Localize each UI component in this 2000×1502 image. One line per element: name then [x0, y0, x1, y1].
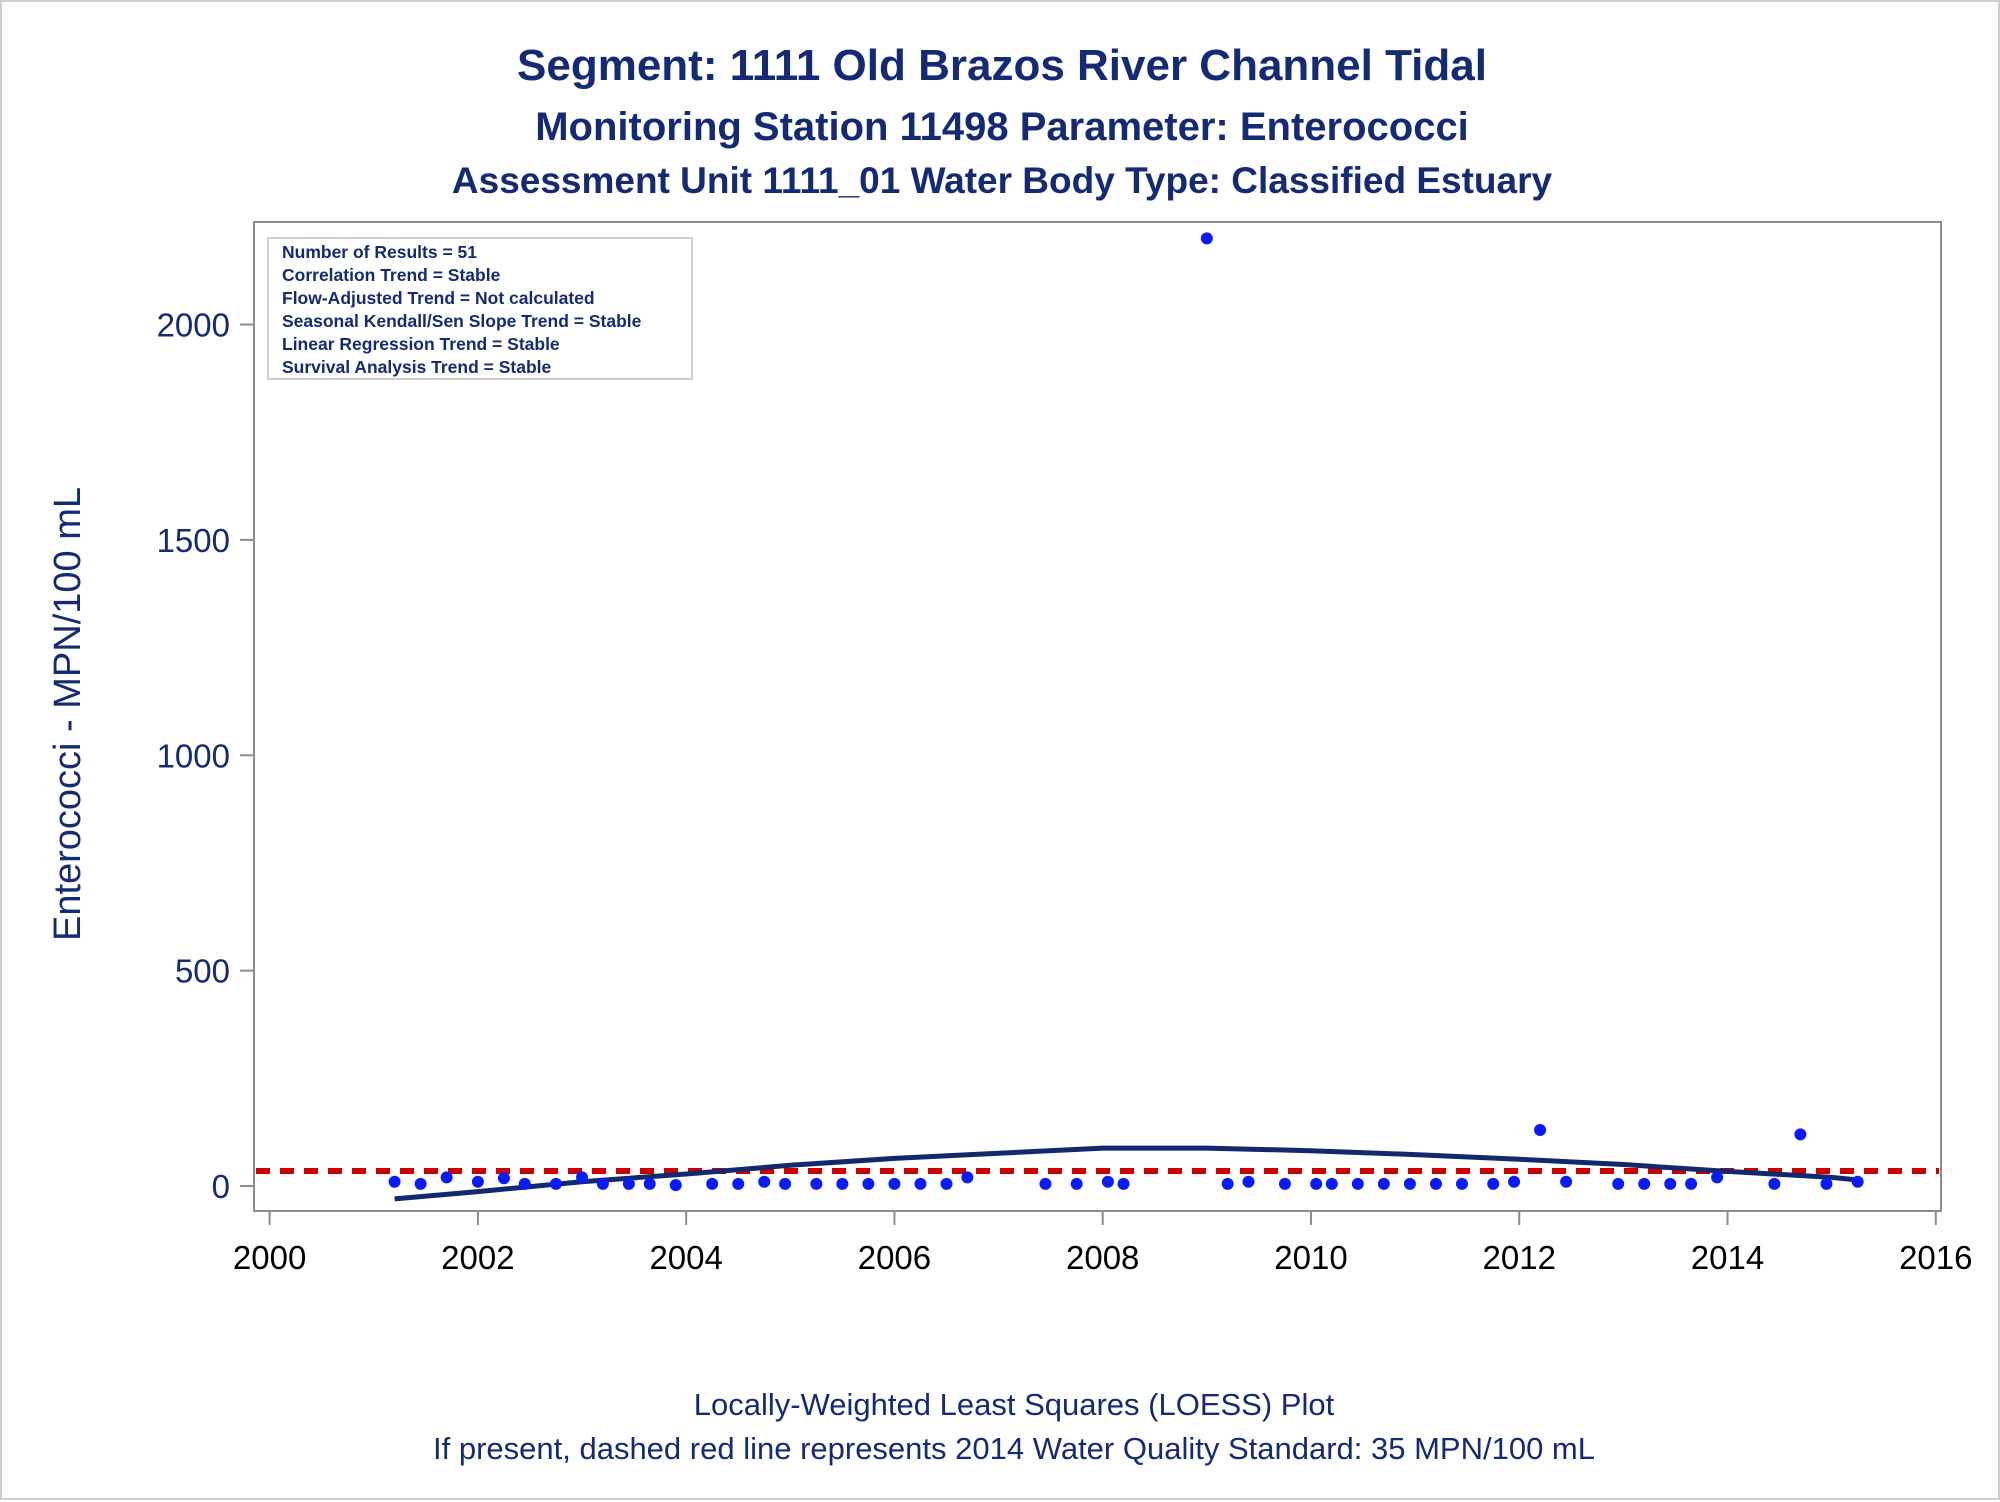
- data-point: [440, 1171, 453, 1184]
- data-point: [643, 1177, 656, 1190]
- chart-subtitle-station: Monitoring Station 11498 Parameter: Ente…: [535, 105, 1469, 149]
- data-point: [1768, 1177, 1781, 1190]
- data-point: [1070, 1177, 1083, 1190]
- data-point: [836, 1177, 849, 1190]
- data-point: [1377, 1177, 1390, 1190]
- y-tick-label: 500: [175, 953, 230, 990]
- data-point: [1117, 1177, 1130, 1190]
- x-tick-label: 2002: [441, 1239, 514, 1276]
- data-point: [1612, 1177, 1625, 1190]
- y-axis: 0 500 1000 1500 2000: [157, 307, 254, 1205]
- data-point: [1310, 1177, 1323, 1190]
- data-point: [940, 1177, 953, 1190]
- data-point: [1534, 1124, 1547, 1137]
- stats-survival-analysis-trend: Survival Analysis Trend = Stable: [282, 357, 552, 377]
- loess-curve: [394, 1145, 1858, 1202]
- x-tick-label: 2006: [858, 1239, 931, 1276]
- data-point: [1455, 1177, 1468, 1190]
- x-tick-label: 2010: [1274, 1239, 1347, 1276]
- data-point: [549, 1177, 562, 1190]
- stats-seasonal-kendall-trend: Seasonal Kendall/Sen Slope Trend = Stabl…: [282, 311, 642, 331]
- x-tick-label: 2004: [649, 1239, 722, 1276]
- data-point: [1278, 1177, 1291, 1190]
- y-tick-label: 2000: [157, 307, 230, 344]
- data-point: [1664, 1177, 1677, 1190]
- data-point: [732, 1177, 745, 1190]
- stats-number-of-results: Number of Results = 51: [282, 242, 477, 262]
- data-point: [862, 1177, 875, 1190]
- data-point: [1429, 1177, 1442, 1190]
- plot-area-border: [253, 221, 1942, 1212]
- stats-correlation-trend: Correlation Trend = Stable: [282, 265, 501, 285]
- data-point: [888, 1177, 901, 1190]
- chart-title: Segment: 1111 Old Brazos River Channel T…: [517, 41, 1487, 90]
- x-tick-label: 2012: [1483, 1239, 1556, 1276]
- data-point: [576, 1171, 589, 1184]
- data-point: [1851, 1175, 1864, 1188]
- data-point: [1794, 1128, 1807, 1141]
- data-point: [1508, 1175, 1521, 1188]
- data-point: [1351, 1177, 1364, 1190]
- trend-stats-box-border: [267, 237, 693, 380]
- x-tick-label: 2000: [233, 1239, 306, 1276]
- data-point: [1200, 232, 1213, 245]
- stats-linear-regression-trend: Linear Regression Trend = Stable: [282, 334, 560, 354]
- data-point: [1221, 1177, 1234, 1190]
- data-point: [497, 1172, 510, 1185]
- data-point: [1685, 1177, 1698, 1190]
- data-point: [961, 1171, 974, 1184]
- data-point: [1403, 1177, 1416, 1190]
- data-point: [1242, 1175, 1255, 1188]
- y-tick-label: 0: [212, 1168, 230, 1205]
- x-tick-label: 2014: [1691, 1239, 1764, 1276]
- x-axis: 2000 2002 2004 2006 2008 2010 2012 2014 2016: [233, 1211, 1973, 1276]
- y-tick-label: 1000: [157, 737, 230, 774]
- data-point: [518, 1177, 531, 1190]
- data-point: [1560, 1175, 1573, 1188]
- data-point: [1039, 1177, 1052, 1190]
- data-point: [414, 1177, 427, 1190]
- trend-stats-box: Number of Results = 51 Correlation Trend…: [267, 237, 693, 380]
- data-point: [914, 1177, 927, 1190]
- data-point: [471, 1175, 484, 1188]
- data-point: [810, 1177, 823, 1190]
- x-tick-label: 2016: [1899, 1239, 1972, 1276]
- data-point: [669, 1179, 682, 1192]
- data-point: [706, 1177, 719, 1190]
- data-point: [1101, 1175, 1114, 1188]
- data-points: [388, 232, 1864, 1192]
- data-point: [596, 1177, 609, 1190]
- data-point: [1487, 1177, 1500, 1190]
- data-point: [1820, 1177, 1833, 1190]
- data-point: [1711, 1171, 1724, 1184]
- y-axis-label: Enterococci - MPN/100 mL: [47, 487, 89, 941]
- data-point: [622, 1177, 635, 1190]
- footnote-standard: If present, dashed red line represents 2…: [433, 1431, 1595, 1466]
- data-point: [1638, 1177, 1651, 1190]
- data-point: [388, 1175, 401, 1188]
- x-tick-label: 2008: [1066, 1239, 1139, 1276]
- data-point: [779, 1177, 792, 1190]
- stats-flow-adjusted-trend: Flow-Adjusted Trend = Not calculated: [282, 288, 595, 308]
- chart-subtitle-assessment: Assessment Unit 1111_01 Water Body Type:…: [452, 160, 1553, 201]
- y-tick-label: 1500: [157, 522, 230, 559]
- data-point: [758, 1175, 771, 1188]
- data-point: [1325, 1177, 1338, 1190]
- footnote-loess: Locally-Weighted Least Squares (LOESS) P…: [694, 1387, 1335, 1422]
